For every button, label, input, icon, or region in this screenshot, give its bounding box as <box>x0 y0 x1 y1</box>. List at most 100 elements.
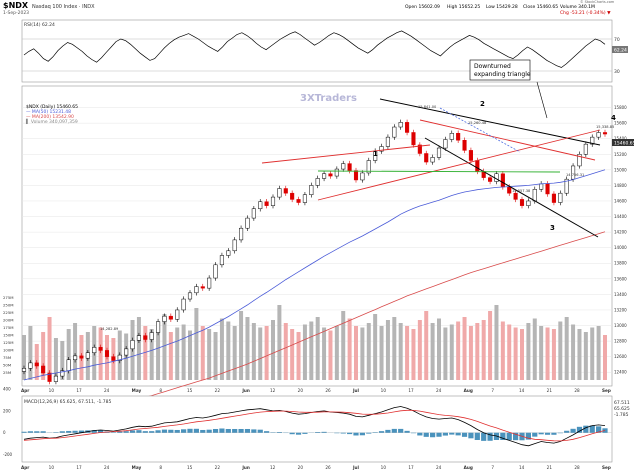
blue-dotted-line <box>439 107 521 153</box>
macd-histogram-bar <box>449 432 455 435</box>
candle-body <box>239 227 244 241</box>
triangle-lower-line <box>424 137 599 238</box>
ohlc-low: Low 15429.28 <box>486 4 518 10</box>
candle-body <box>551 193 556 203</box>
macd-histogram-bar <box>295 432 302 435</box>
candle-body <box>545 183 550 195</box>
price-ytick-label: 13400 <box>614 292 627 297</box>
volume-bar <box>213 332 218 380</box>
macd-histogram-bar <box>378 431 385 433</box>
macd-histogram-bar <box>174 429 180 433</box>
macd-histogram-bar <box>251 429 257 433</box>
macd-ytick-label: -200 <box>3 452 13 457</box>
candle-body <box>507 186 512 194</box>
macd-histogram-bar <box>123 431 129 433</box>
candle-body <box>53 375 58 382</box>
macd-histogram-bar <box>385 429 391 433</box>
candle-body <box>462 140 467 151</box>
price-ytick-label: 12600 <box>614 354 627 359</box>
x-tick-label: 24 <box>436 388 442 393</box>
volume-bar <box>373 314 378 380</box>
candle-body <box>571 165 576 180</box>
volume-bar <box>232 326 237 380</box>
macd-histogram-bar <box>187 428 193 433</box>
x-tick-label: 26 <box>325 465 331 470</box>
rsi-line <box>23 30 606 68</box>
macd-histogram-bar <box>264 431 270 433</box>
volume-bar <box>143 326 148 380</box>
candle-body <box>85 352 90 359</box>
x-tick-label: 21 <box>547 465 553 470</box>
rsi-level-30: 30 <box>614 69 620 75</box>
ma50-line <box>23 169 606 381</box>
candle-body <box>264 201 269 206</box>
macd-histogram-bar <box>193 428 199 433</box>
volume-bar <box>22 335 26 380</box>
volume-bar <box>360 327 365 380</box>
macd-histogram-bar <box>481 432 487 441</box>
x-tick-label: 15 <box>187 388 193 393</box>
candle-body <box>558 192 563 203</box>
volume-bar <box>347 318 352 380</box>
red-trendline-3 <box>419 119 596 161</box>
volume-bar <box>577 329 582 380</box>
volume-bar <box>392 317 397 380</box>
volume-bar <box>564 317 569 380</box>
candle-body <box>468 150 473 161</box>
legend-ma50: — MA(50) 15231.48 <box>26 109 71 115</box>
x-tick-label: Jun <box>241 388 250 393</box>
candle-body <box>130 340 135 350</box>
macd-histogram-bar <box>359 432 365 436</box>
x-tick-label: 24 <box>104 465 110 470</box>
wave-label-1: 1 <box>373 150 378 158</box>
candle-body <box>207 277 212 289</box>
rsi-value-tag-bg <box>612 46 628 53</box>
price-ytick-label: 14800 <box>614 183 627 188</box>
candle-body <box>226 250 231 256</box>
volume-bar <box>437 318 441 380</box>
rsi-label: RSI(14) 62.24 <box>24 22 55 28</box>
volume-bar <box>251 323 256 380</box>
price-panel: 3XTraders $NDX (Daily) 15460.65 — MA(50)… <box>3 59 636 428</box>
x-tick-label: 17 <box>408 465 414 470</box>
price-ytick-label: 12400 <box>614 370 627 375</box>
volume-ytick-label: 100M <box>3 348 14 353</box>
volume-bar <box>226 321 231 380</box>
ohlc-change: Chg -53.21 (-0.34%) ▼ <box>560 10 611 16</box>
macd-histogram-bar <box>513 432 519 441</box>
legend-price: $NDX (Daily) 15460.65 <box>26 104 78 110</box>
volume-bar <box>443 327 448 380</box>
macd-ytick-label: 200 <box>3 408 11 413</box>
macd-histogram-bar <box>564 430 570 433</box>
x-tick-label: 28 <box>574 465 580 470</box>
x-tick-label: 7 <box>491 388 494 393</box>
volume-bar <box>462 317 467 380</box>
volume-bar <box>603 335 607 380</box>
candle-body <box>532 189 537 202</box>
macd-label: MACD(12,26,9) 65.625, 67.511, -1.785 <box>24 399 111 405</box>
macd-histogram-bar <box>21 431 27 433</box>
macd-ytick-label: 400 <box>3 387 11 392</box>
candle-body <box>564 178 569 194</box>
price-ytick-label: 15800 <box>614 105 627 110</box>
candle-body <box>21 368 27 372</box>
candle-body <box>187 292 193 300</box>
volume-bar <box>28 326 33 380</box>
volume-bar <box>424 311 429 380</box>
macd-histogram-bar <box>27 431 33 433</box>
x-tick-label: 20 <box>298 388 304 393</box>
volume-bar <box>53 338 58 380</box>
candle-body <box>270 196 276 206</box>
price-ytick-label: 14600 <box>614 198 627 203</box>
volume-bar <box>322 327 327 380</box>
macd-histogram-bar <box>149 431 155 433</box>
macd-histogram-bar <box>206 429 212 433</box>
candle-body <box>124 348 129 356</box>
candle-body <box>424 153 429 163</box>
price-ytick-label: 12800 <box>614 339 627 344</box>
ohlc-close: Close 15460.65 <box>523 4 558 10</box>
macd-histogram-bar <box>461 432 468 437</box>
price-tag-bg <box>612 139 634 146</box>
macd-histogram <box>21 425 612 441</box>
